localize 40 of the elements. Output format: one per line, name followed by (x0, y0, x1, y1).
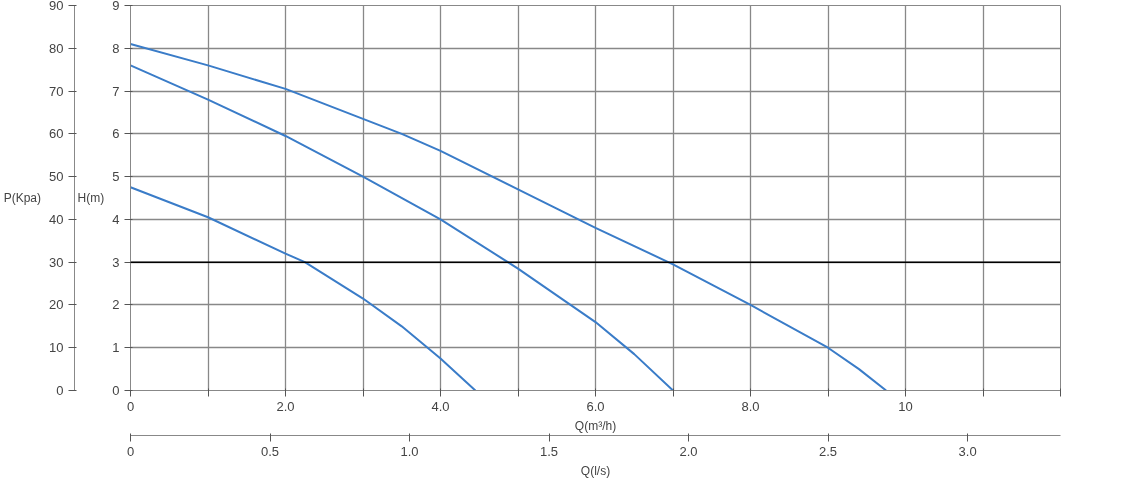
y2-tick-label: 0 (56, 383, 64, 398)
y-axis-title: H(m) (77, 191, 105, 205)
x-axis-title: Q(m³/h) (574, 418, 617, 433)
x2-tick-label: 0.5 (260, 443, 280, 459)
y2-tick-label: 50 (49, 169, 64, 185)
y-tick-label: 9 (112, 0, 120, 13)
line-series (130, 64, 674, 391)
y2-tick-label: 10 (49, 340, 64, 356)
x-tick-label: 4.0 (431, 398, 450, 414)
x-tick-label: 8.0 (741, 398, 760, 414)
y2-tick-label: 30 (49, 254, 64, 270)
y2-tick-label: 40 (49, 211, 64, 227)
x2-axis-title: Q(l/s) (580, 463, 611, 478)
x2-tick-label: 2.0 (679, 443, 698, 459)
y-tick-label: 7 (112, 83, 120, 99)
y2-axis-title: P(Kpa) (3, 191, 42, 205)
x2-tick-label: 1.0 (400, 443, 419, 459)
y-tick-label: 4 (112, 211, 120, 227)
y-tick-label: 6 (112, 126, 120, 142)
x-tick-label: 2.0 (276, 398, 295, 414)
line-series (130, 186, 477, 391)
y-tick-label: 5 (112, 169, 120, 185)
x2-tick-label: 3.0 (958, 443, 977, 459)
x-tick-label: 0 (126, 398, 135, 414)
y-tick-label: 2 (112, 297, 120, 313)
y-tick-label: 8 (112, 40, 120, 56)
x2-tick-label: 1.5 (540, 443, 559, 459)
y2-tick-label: 70 (49, 83, 64, 99)
x2-tick-label: 2.5 (819, 443, 838, 459)
x2-tick-label: 0 (126, 443, 135, 459)
y2-tick-label: 80 (49, 40, 64, 56)
x-tick-label: 6.0 (586, 398, 605, 414)
y2-tick-label: 90 (49, 0, 64, 13)
y2-tick-label: 60 (49, 126, 64, 142)
x-tick-label: 10 (898, 398, 913, 414)
y-tick-label: 3 (112, 254, 120, 270)
y-tick-label: 1 (112, 340, 120, 356)
y2-tick-label: 20 (49, 297, 64, 313)
line-series (130, 43, 888, 391)
y-tick-label: 0 (112, 383, 120, 398)
